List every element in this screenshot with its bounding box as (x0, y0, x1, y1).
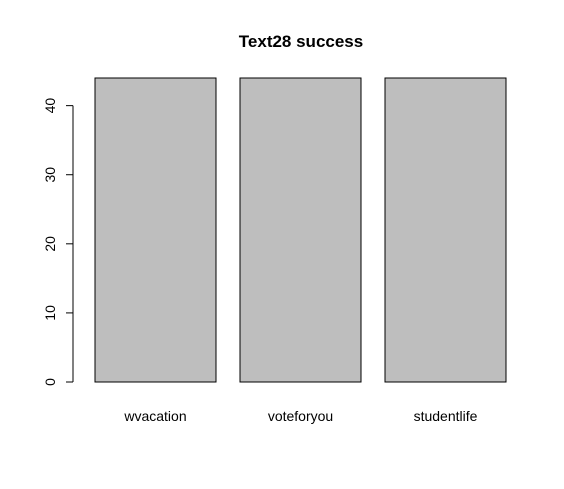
x-tick-label-voteforyou: voteforyou (268, 408, 333, 424)
chart-title: Text28 success (239, 32, 363, 51)
y-tick-label-0: 0 (42, 378, 58, 386)
y-tick-label-40: 40 (42, 98, 58, 114)
bar-studentlife (384, 77, 507, 383)
y-axis: 0 10 20 30 40 (42, 98, 74, 386)
bar-wvacation (94, 77, 217, 383)
y-tick-label-20: 20 (42, 236, 58, 252)
bars-layer (94, 77, 507, 383)
y-tick-label-10: 10 (42, 305, 58, 321)
x-tick-label-studentlife: studentlife (414, 408, 478, 424)
bar-voteforyou (239, 77, 362, 383)
y-tick-label-30: 30 (42, 167, 58, 183)
x-axis-labels: wvacation voteforyou studentlife (123, 408, 477, 424)
x-tick-label-wvacation: wvacation (123, 408, 186, 424)
